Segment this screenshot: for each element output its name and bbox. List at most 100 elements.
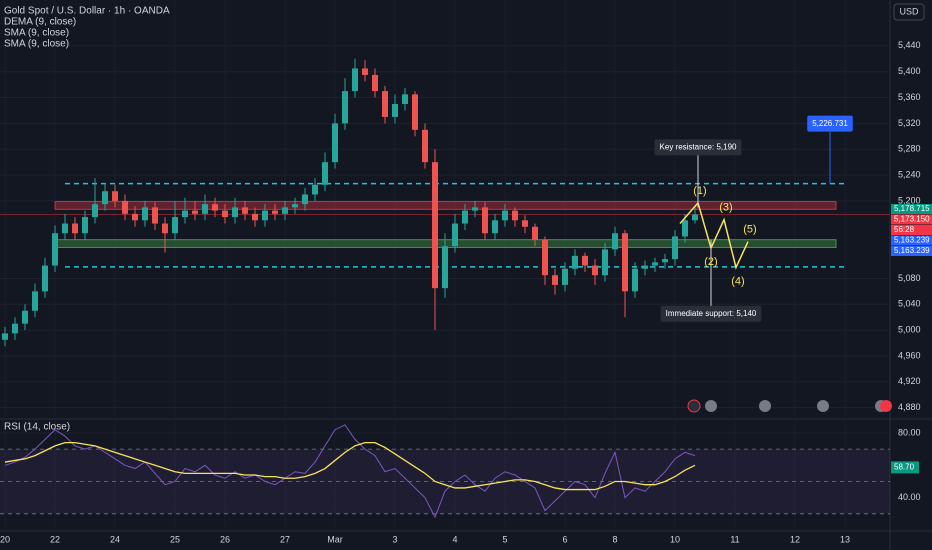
candle-body — [472, 207, 478, 211]
x-tick-label: 20 — [0, 534, 10, 544]
candle-body — [512, 210, 518, 221]
candle-body — [612, 233, 618, 250]
y-tick-label: 5,000 — [898, 325, 921, 335]
price-label-box — [891, 214, 932, 225]
candle-body — [282, 207, 288, 214]
rsi-value-label: 58.70 — [894, 463, 915, 472]
x-tick-label: 3 — [392, 534, 397, 544]
price-label-box — [891, 246, 932, 256]
x-tick-label: 12 — [790, 534, 800, 544]
candle-body — [552, 275, 558, 285]
x-tick-label: 8 — [612, 534, 617, 544]
candle-body — [452, 223, 458, 247]
annotation-text: 5,226.731 — [812, 119, 848, 128]
candle-body — [62, 223, 68, 234]
plot — [0, 58, 890, 519]
y-tick-label: 5,440 — [898, 40, 921, 50]
rsi-line — [4, 441, 696, 491]
grid — [0, 45, 890, 515]
x-tick-label: 6 — [562, 534, 567, 544]
candle-body — [432, 162, 438, 289]
x-tick-label: 11 — [730, 534, 739, 544]
candle-body — [502, 210, 508, 221]
wave-label: (2) — [704, 256, 717, 268]
x-tick-label: 10 — [670, 534, 680, 544]
candle-body — [122, 200, 128, 214]
event-icon[interactable] — [817, 400, 829, 412]
y-tick-label: 80.00 — [898, 427, 921, 437]
candle-body — [332, 123, 338, 163]
candle-body — [582, 255, 588, 266]
candle-body — [382, 91, 388, 117]
event-icon[interactable] — [705, 400, 717, 412]
candle-body — [312, 184, 318, 195]
y-tick-label: 5,040 — [898, 299, 921, 309]
candle-body — [672, 236, 678, 260]
candle-body — [102, 191, 108, 205]
candle-body — [252, 213, 258, 221]
candle-body — [572, 255, 578, 269]
y-tick-label: 40.00 — [898, 492, 921, 502]
candle-body — [232, 207, 238, 218]
x-tick-label: 26 — [220, 534, 230, 544]
annotation-text: Key resistance: 5,190 — [660, 142, 737, 151]
y-tick-label: 5,280 — [898, 144, 921, 154]
candle-body — [262, 210, 268, 221]
candle-body — [422, 129, 428, 163]
candle-body — [32, 291, 38, 311]
candle-body — [352, 68, 358, 92]
chart-title: Gold Spot / U.S. Dollar · 1h · OANDA — [4, 6, 170, 17]
event-icon[interactable] — [880, 400, 892, 412]
candle-body — [72, 223, 78, 234]
candle-body — [152, 207, 158, 224]
rsi-band — [0, 449, 890, 514]
candle-body — [172, 217, 178, 234]
candle-body — [132, 213, 138, 221]
currency[interactable]: USD — [899, 6, 919, 16]
candle-body — [532, 226, 538, 240]
event-icon[interactable] — [759, 400, 771, 412]
candle-body — [182, 210, 188, 218]
x-tick-label: 22 — [50, 534, 60, 544]
y-tick-label: 5,320 — [898, 118, 921, 128]
candle-body — [322, 162, 328, 185]
candle-body — [602, 249, 608, 276]
x-tick-label: 25 — [170, 534, 180, 544]
wave-label: (5) — [743, 224, 756, 236]
wave-label: (3) — [719, 202, 732, 214]
wave-label: (1) — [693, 185, 706, 197]
candle-body — [622, 233, 628, 292]
candle-body — [462, 210, 468, 224]
annotation-box — [660, 305, 762, 322]
y-tick-label: 4,960 — [898, 350, 921, 360]
candle-body — [522, 220, 528, 227]
candle-body — [642, 265, 648, 269]
x-tick-label: 13 — [840, 534, 850, 544]
candle-body — [592, 265, 598, 276]
event-icons — [687, 399, 892, 413]
wave-label: (4) — [731, 275, 744, 287]
price-label: 5,163.239 — [894, 236, 930, 245]
candle-body — [82, 217, 88, 234]
candle-body — [692, 214, 698, 221]
y-tick-label: 5,080 — [898, 273, 921, 283]
y-tick-label: 5,200 — [898, 195, 921, 205]
candle-body — [22, 310, 28, 324]
x-tick-label: Mar — [327, 534, 343, 544]
rsi-line — [4, 424, 696, 519]
candle-body — [2, 333, 8, 340]
currency-box[interactable] — [893, 3, 925, 21]
candle-body — [212, 204, 218, 211]
y-tick-label: 5,360 — [898, 92, 921, 102]
candle-body — [112, 191, 118, 201]
x-tick-label: 4 — [452, 534, 457, 544]
x-tick-label: 5 — [502, 534, 507, 544]
candle-body — [482, 207, 488, 234]
indicator-label: SMA (9, close) — [4, 39, 69, 50]
candle-body — [342, 91, 348, 124]
candle-body — [52, 233, 58, 266]
wave-path — [679, 201, 749, 270]
candle-body — [192, 210, 198, 214]
event-icon[interactable] — [687, 399, 701, 413]
